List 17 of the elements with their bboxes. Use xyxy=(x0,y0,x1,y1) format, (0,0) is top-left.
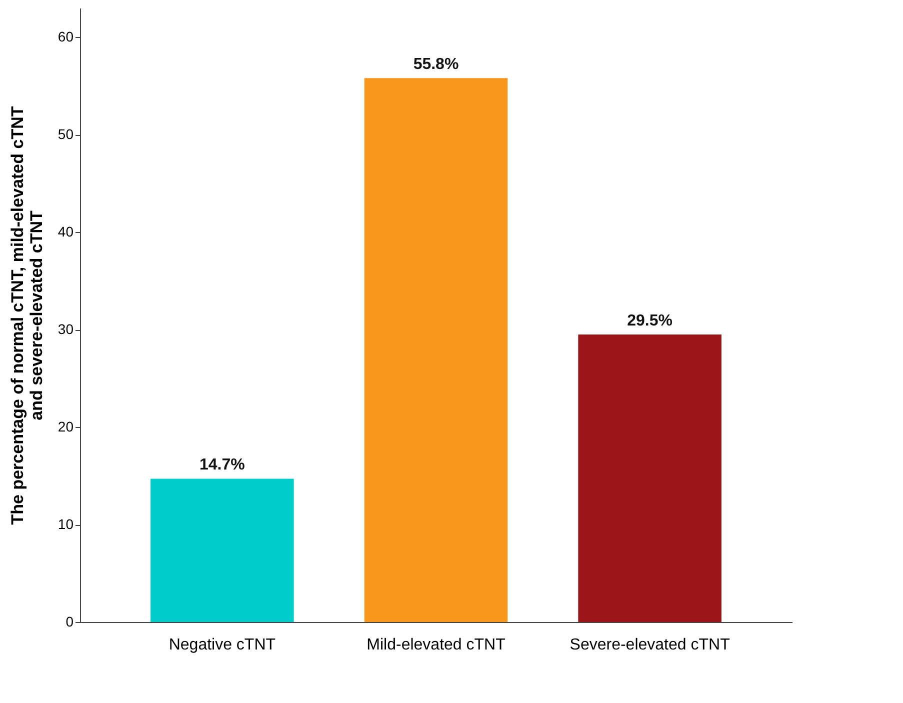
bar xyxy=(578,334,722,622)
data-label: 29.5% xyxy=(627,312,672,330)
y-tick-label: 40 xyxy=(58,224,74,240)
data-label: 14.7% xyxy=(200,456,245,474)
y-axis-title: The percentage of normal cTNT, mild-elevated cTNT and severe-elevated cTNT xyxy=(8,106,46,525)
y-tick-label: 0 xyxy=(66,614,74,630)
bar xyxy=(364,78,508,622)
data-label: 55.8% xyxy=(413,56,459,74)
bar xyxy=(150,478,294,622)
y-tick-label: 20 xyxy=(58,418,74,435)
x-tick-label: Mild-elevated cTNT xyxy=(366,636,506,654)
x-tick-label: Severe-elevated cTNT xyxy=(570,636,730,654)
y-tick-label: 50 xyxy=(58,126,74,142)
y-tick-label: 10 xyxy=(58,516,74,532)
y-tick-label: 30 xyxy=(58,321,74,338)
y-tick-label: 60 xyxy=(58,28,74,45)
x-tick-label: Negative cTNT xyxy=(168,636,276,654)
